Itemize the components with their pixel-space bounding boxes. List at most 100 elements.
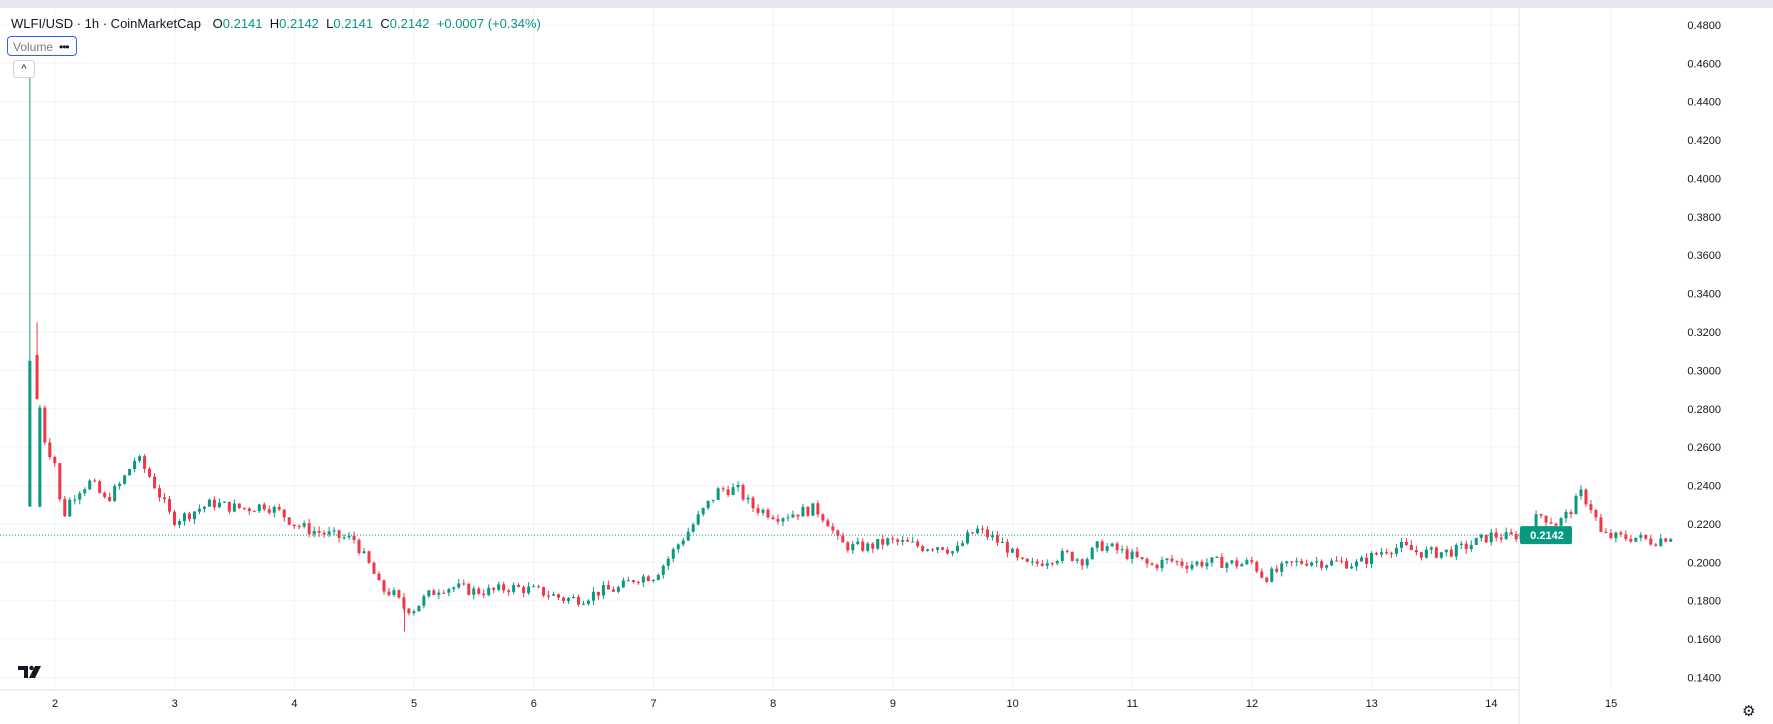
gear-icon[interactable]: ⚙ [1742,703,1756,720]
candle-body [287,517,291,525]
candle-body [1040,563,1044,566]
candle-body [1484,534,1488,543]
x-tick-label: 12 [1246,698,1258,710]
collapse-button[interactable]: ^ [13,60,35,78]
candle-body [1559,518,1563,526]
candle-body [272,506,276,513]
candle-body [1350,566,1354,569]
candle-body [1320,561,1324,568]
x-tick-label: 4 [291,698,297,710]
candle-body [43,407,47,443]
candle-body [1469,544,1473,550]
candle-body [108,496,112,501]
candle-body [182,513,186,522]
y-tick-label: 0.3600 [1687,250,1721,262]
open-value: 0.2141 [222,16,263,31]
candle-body [1614,532,1618,538]
candle-body [507,590,511,592]
candle-body [327,531,331,535]
candle-body [651,579,655,582]
candle-body [292,524,296,527]
ellipsis-icon[interactable]: ••• [59,40,70,54]
candle-body [522,586,526,593]
candle-body [547,595,551,597]
candle-body [1145,558,1149,564]
top-border [0,0,1773,8]
candle-body [53,456,57,464]
volume-indicator-pill[interactable]: Volume ••• [7,36,77,56]
candle-body [721,488,725,490]
candle-body [776,519,780,522]
candle-body [322,532,326,535]
high-value: 0.2142 [279,16,319,31]
candle-body [821,514,825,521]
candle-body [631,580,635,583]
candle-body [1020,557,1024,559]
candle-body [1649,538,1653,545]
candle-body [168,499,172,512]
candle-body [227,501,231,512]
candle-body [896,539,900,542]
candle-body [1050,563,1054,565]
candle-body [1389,553,1393,555]
candle-body [1544,515,1548,523]
candle-body [1374,552,1378,555]
candle-body [681,540,685,545]
candle-body [611,589,615,592]
candle-body [1434,547,1438,558]
candle-body [1245,560,1249,565]
candle-body [1444,549,1448,553]
candle-body [1325,565,1329,568]
candle-body [846,542,850,551]
candle-body [1619,532,1623,535]
candle-body [1589,504,1593,511]
candle-body [1594,510,1598,518]
candle-body [1165,558,1169,561]
candle-body [1609,532,1613,538]
candle-body [1499,537,1503,540]
candle-body [866,543,870,551]
y-tick-label: 0.2600 [1687,442,1721,454]
candle-body [68,499,72,517]
candle-body [901,540,905,542]
symbol-title[interactable]: WLFI/USD · 1h · CoinMarketCap [11,16,201,31]
candle-body [1669,539,1673,542]
price-axis: 0.4800 0.4600 0.4400 0.4200 0.4000 0.3800 0.36… [1518,8,1721,724]
candle-body [1070,551,1074,561]
candle-body [237,503,241,508]
candle-body [1075,559,1079,561]
candle-body [961,543,965,546]
candle-body [1459,543,1463,545]
candle-body [397,590,401,598]
candle-body [586,600,590,604]
candle-body [282,509,286,518]
x-tick-label: 2 [52,698,58,710]
tradingview-logo[interactable] [16,662,44,682]
candle-body [871,543,875,549]
candle-body [1429,547,1433,550]
candle-body [591,591,595,601]
candle-body [906,540,910,542]
candle-body [1494,532,1498,538]
candle-body [1474,537,1478,545]
candle-body [831,526,835,531]
candle-body [1514,534,1518,540]
candle-body [1260,571,1264,578]
candle-body [716,488,720,500]
y-tick-label: 0.1800 [1687,596,1721,608]
candle-body [432,590,436,595]
candle-body [442,592,446,594]
y-tick-label: 0.4600 [1687,58,1721,70]
candle-body [1000,542,1004,544]
candle-body [1275,568,1279,572]
x-tick-label: 15 [1605,698,1617,710]
candle-body [1065,550,1069,552]
candle-body [816,503,820,515]
candle-body [497,584,501,590]
candle-body [786,517,790,519]
candle-body [751,497,755,509]
candle-body [1230,560,1234,564]
candle-body [332,530,336,532]
candle-body [1090,547,1094,560]
